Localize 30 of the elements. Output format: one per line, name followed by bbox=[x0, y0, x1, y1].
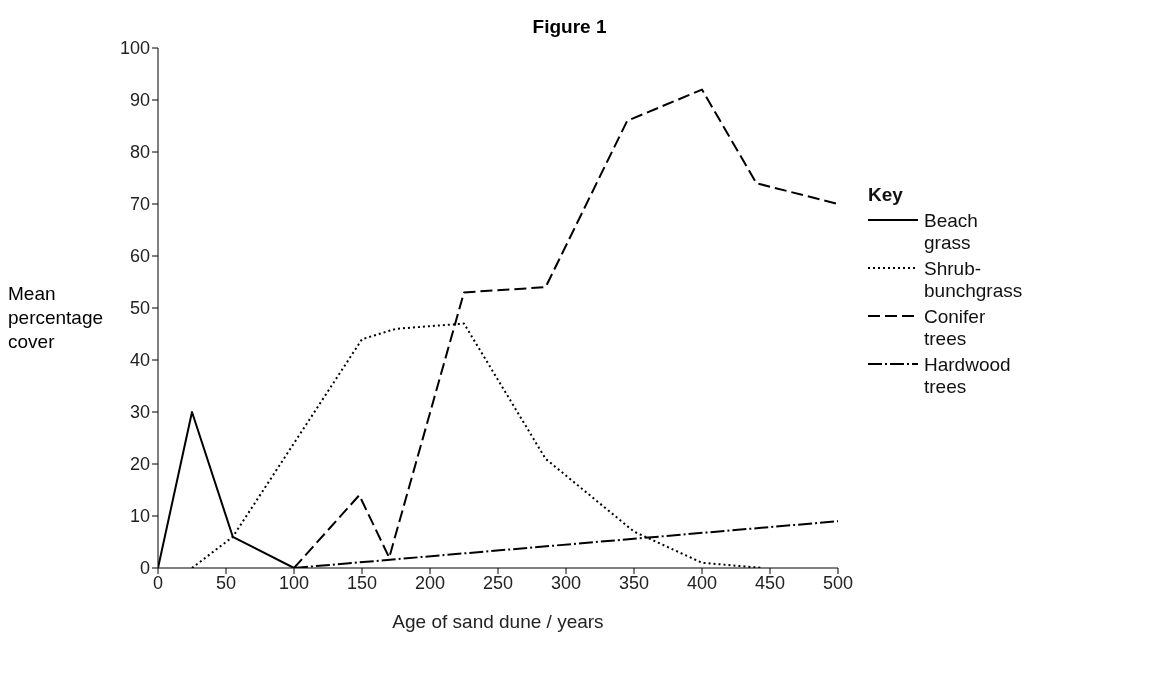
y-tick-label: 80 bbox=[129, 142, 150, 163]
x-tick-label: 100 bbox=[278, 572, 310, 593]
y-tick-label: 90 bbox=[129, 90, 150, 111]
chart-title: Figure 1 bbox=[531, 15, 608, 38]
x-axis-title: Age of sand dune / years bbox=[392, 611, 604, 632]
x-tick-label: 350 bbox=[618, 572, 650, 593]
y-tick-label: 60 bbox=[129, 246, 150, 267]
y-tick-label: 10 bbox=[129, 506, 150, 527]
legend-label: Hardwood trees bbox=[924, 354, 1012, 398]
x-tick-label: 400 bbox=[686, 572, 718, 593]
y-tick-label: 20 bbox=[129, 454, 150, 475]
legend-title: Key bbox=[868, 184, 904, 206]
x-tick-label: 300 bbox=[550, 572, 582, 593]
legend-label: Beach grass bbox=[924, 210, 979, 254]
x-tick-label: 200 bbox=[414, 572, 446, 593]
y-tick-label: 0 bbox=[139, 558, 150, 579]
y-axis-title: Mean percentage cover bbox=[8, 282, 105, 354]
y-tick-label: 100 bbox=[119, 38, 150, 59]
x-tick-label: 450 bbox=[754, 572, 786, 593]
legend-label: Conifer trees bbox=[924, 306, 987, 350]
x-tick-label: 0 bbox=[152, 572, 164, 593]
x-tick-label: 50 bbox=[215, 572, 237, 593]
x-tick-label: 150 bbox=[346, 572, 378, 593]
x-tick-label: 500 bbox=[822, 572, 854, 593]
y-tick-label: 30 bbox=[129, 402, 150, 423]
y-tick-label: 50 bbox=[129, 298, 150, 319]
x-tick-label: 250 bbox=[482, 572, 514, 593]
y-tick-label: 40 bbox=[129, 350, 150, 371]
legend-label: Shrub-bunchgrass bbox=[924, 258, 1023, 302]
y-tick-label: 70 bbox=[129, 194, 150, 215]
